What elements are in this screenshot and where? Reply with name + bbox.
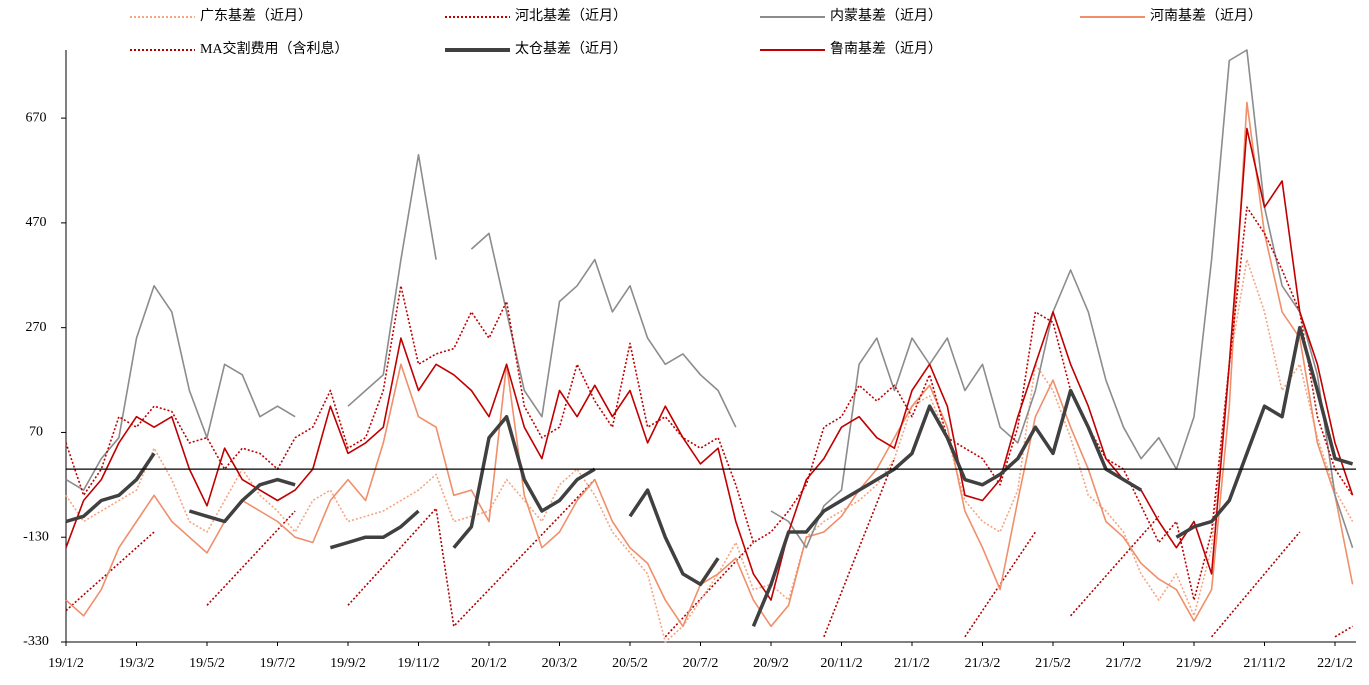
legend-label: 鲁南基差（近月） <box>830 40 942 57</box>
x-tick-label: 22/1/2 <box>1317 656 1353 671</box>
x-tick-label: 20/9/2 <box>753 656 789 671</box>
x-tick-label: 21/9/2 <box>1176 656 1212 671</box>
series-line <box>65 49 1354 549</box>
x-tick-label: 21/11/2 <box>1243 656 1285 671</box>
x-tick-label: 20/7/2 <box>683 656 719 671</box>
x-tick-label: 20/5/2 <box>612 656 648 671</box>
x-tick-label: 19/3/2 <box>119 656 155 671</box>
x-tick-label: 19/1/2 <box>48 656 84 671</box>
x-tick-label: 20/1/2 <box>471 656 507 671</box>
y-tick-label: 270 <box>26 320 47 335</box>
y-tick-label: -330 <box>23 634 49 649</box>
series-line <box>65 206 1354 601</box>
legend-label: MA交割费用（含利息） <box>200 40 349 57</box>
series-line <box>65 325 1354 627</box>
x-tick-label: 19/9/2 <box>330 656 366 671</box>
x-tick-label: 19/11/2 <box>397 656 439 671</box>
y-tick-label: 70 <box>29 425 43 440</box>
legend-label: 太仓基差（近月） <box>515 40 627 57</box>
x-tick-label: 20/3/2 <box>542 656 578 671</box>
legend-label: 内蒙基差（近月） <box>830 7 942 24</box>
x-tick-label: 19/5/2 <box>189 656 225 671</box>
x-tick-label: 20/11/2 <box>820 656 862 671</box>
x-tick-label: 19/7/2 <box>260 656 296 671</box>
series-line <box>65 258 1354 643</box>
x-tick-label: 21/7/2 <box>1106 656 1142 671</box>
y-tick-label: 470 <box>26 215 47 230</box>
series-line <box>65 127 1354 601</box>
legend-label: 河南基差（近月） <box>1150 7 1262 24</box>
series-line <box>65 101 1354 628</box>
y-tick-label: 670 <box>26 110 47 125</box>
legend-label: 河北基差（近月） <box>515 7 627 24</box>
series-line <box>65 458 1354 638</box>
legend-label: 广东基差（近月） <box>200 7 312 24</box>
x-tick-label: 21/1/2 <box>894 656 930 671</box>
y-tick-label: -130 <box>23 529 49 544</box>
x-tick-label: 21/3/2 <box>965 656 1001 671</box>
x-tick-label: 21/5/2 <box>1035 656 1071 671</box>
